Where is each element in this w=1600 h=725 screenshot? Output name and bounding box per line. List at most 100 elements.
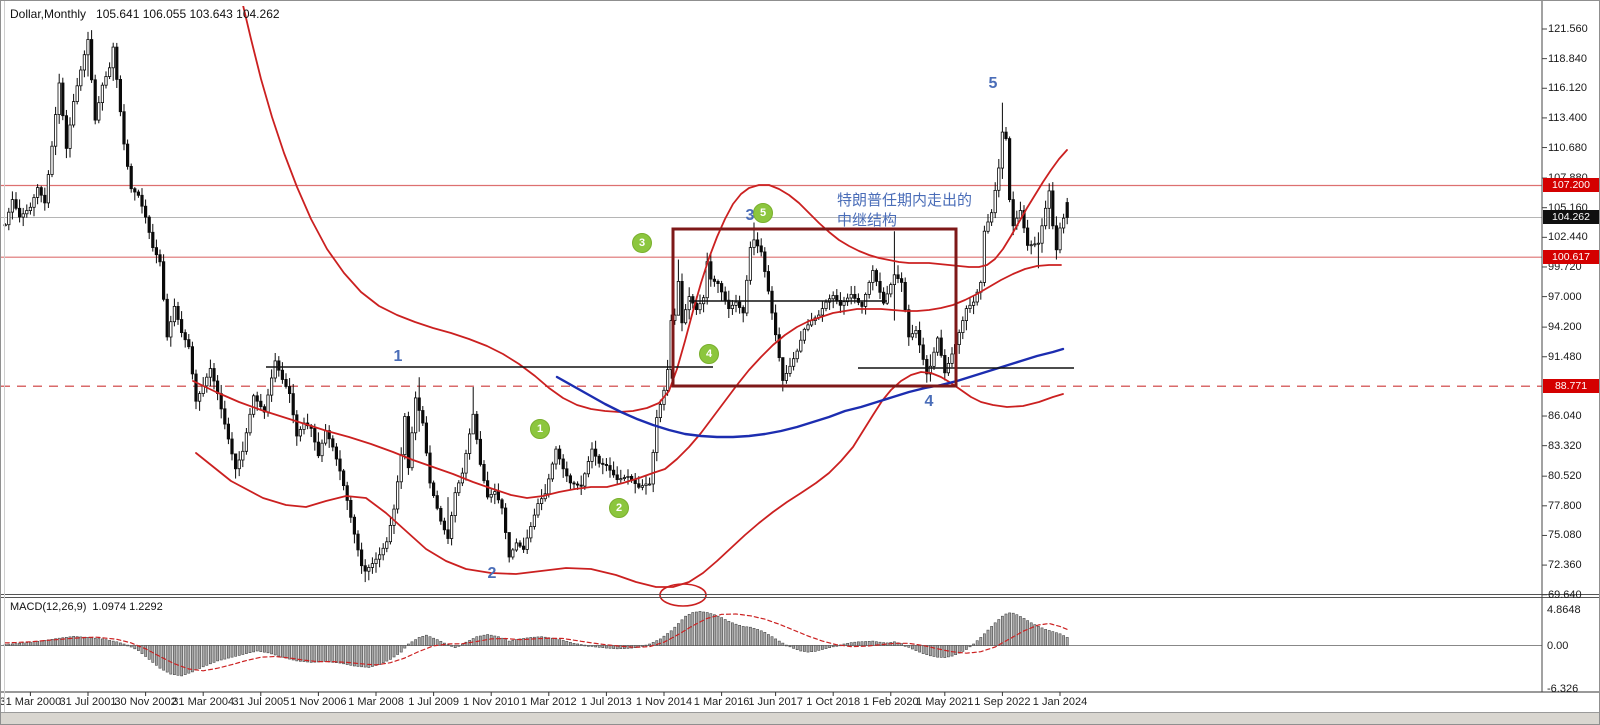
candle-body — [907, 309, 911, 338]
candle-body — [363, 565, 367, 572]
macd-histogram-bar — [489, 634, 493, 646]
candle-body — [745, 279, 749, 314]
green-wave-marker-1[interactable]: 1 — [530, 419, 550, 439]
macd-histogram-bar — [320, 645, 324, 663]
main-pane[interactable] — [1, 1, 1542, 588]
candle-body — [1051, 190, 1055, 227]
candle-body — [730, 304, 735, 309]
candle-body — [957, 332, 961, 346]
macd-histogram-bar — [723, 619, 727, 646]
macd-histogram-bar — [176, 645, 180, 676]
candle-body — [601, 462, 605, 465]
candle-body — [820, 308, 825, 316]
macd-histogram-bar — [151, 645, 155, 663]
macd-histogram-bar — [579, 644, 583, 646]
macd-histogram-bar — [532, 636, 536, 646]
candle-body — [122, 111, 126, 145]
green-wave-marker-4[interactable]: 4 — [699, 344, 719, 364]
macd-histogram-bar — [968, 645, 972, 648]
green-wave-marker-5[interactable]: 5 — [753, 203, 773, 223]
macd-histogram-bar — [727, 620, 731, 646]
price-tick-label: 69.640 — [1548, 588, 1582, 601]
candle-body — [237, 459, 241, 470]
macd-histogram-bar — [212, 645, 216, 663]
macd-pane[interactable] — [1, 611, 1542, 677]
candle-body — [925, 358, 929, 375]
candle-body — [824, 301, 828, 310]
macd-histogram-bar — [813, 645, 817, 652]
blue-wave-number-2[interactable]: 2 — [487, 565, 497, 582]
blue-wave-number-3[interactable]: 3 — [745, 207, 755, 224]
candle-body — [561, 458, 565, 470]
candle-body — [939, 337, 943, 356]
macd-histogram-bar — [828, 645, 832, 649]
date-tick-label: 1 Sep 2022 — [974, 696, 1031, 708]
candle-body — [187, 339, 191, 348]
price-badge-100.617: 100.617 — [1543, 250, 1599, 265]
macd-histogram-bar — [111, 640, 115, 646]
macd-histogram-bar — [93, 637, 97, 646]
macd-histogram-bar — [914, 645, 918, 651]
macd-histogram-bar — [748, 626, 752, 646]
blue-wave-number-4[interactable]: 4 — [924, 393, 934, 410]
candle-body — [896, 274, 900, 279]
candle-body — [878, 280, 882, 293]
macd-histogram-bar — [525, 637, 529, 646]
macd-histogram-bar — [248, 645, 252, 653]
candle-body — [622, 477, 627, 480]
candle-body — [273, 360, 277, 379]
candle-body — [518, 542, 522, 547]
candle-body — [496, 491, 501, 501]
macd-histogram-bar — [205, 645, 209, 666]
candle-body — [734, 301, 738, 306]
candle-body — [759, 245, 763, 253]
candle-body — [108, 67, 112, 77]
macd-histogram-bar — [806, 645, 810, 653]
macd-histogram-bar — [18, 642, 22, 646]
macd-histogram-bar — [1037, 626, 1040, 646]
macd-histogram-bar — [529, 637, 533, 646]
candle-body — [806, 324, 810, 330]
candle-body — [720, 283, 724, 293]
macd-histogram-bar — [856, 641, 860, 646]
candle-body — [550, 463, 555, 480]
candle-body — [1054, 225, 1058, 251]
candle-body — [529, 526, 533, 539]
green-wave-marker-2[interactable]: 2 — [609, 498, 629, 518]
blue-wave-number-5[interactable]: 5 — [988, 75, 998, 92]
candle-body — [892, 274, 897, 285]
candle-body — [111, 46, 115, 69]
candle-body — [741, 307, 745, 314]
macd-histogram-bar — [716, 615, 720, 646]
candle-body — [284, 378, 288, 387]
candle-body — [442, 520, 447, 531]
macd-histogram-bar — [846, 642, 850, 646]
blue-wave-number-1[interactable]: 1 — [393, 348, 403, 365]
candle-body — [54, 114, 58, 147]
candle-body — [532, 514, 537, 527]
date-tick-label: 1 Oct 2018 — [806, 696, 861, 708]
macd-histogram-bar — [277, 645, 281, 657]
price-badge-107.200: 107.200 — [1543, 178, 1599, 193]
candle-body — [244, 432, 248, 452]
price-tick-label: 94.200 — [1548, 321, 1582, 334]
macd-name: MACD(12,26,9) — [10, 601, 87, 613]
candle-body — [511, 549, 515, 558]
macd-histogram-bar — [316, 645, 320, 663]
price-tick-label: 80.520 — [1548, 470, 1582, 483]
date-tick-label: 1 May 2021 — [916, 696, 974, 708]
consolidation-box[interactable] — [671, 227, 958, 388]
candle-body — [143, 205, 148, 218]
green-wave-marker-3[interactable]: 3 — [632, 233, 652, 253]
candle-body — [619, 478, 623, 481]
candle-body — [950, 353, 954, 364]
candle-body — [910, 333, 915, 338]
candle-body — [428, 452, 432, 484]
macd-histogram-bar — [756, 629, 760, 646]
macd-histogram-bar — [687, 613, 691, 646]
candle-body — [64, 115, 68, 149]
candle-body — [413, 397, 418, 434]
candle-body — [118, 79, 122, 113]
candle-body — [540, 498, 544, 505]
